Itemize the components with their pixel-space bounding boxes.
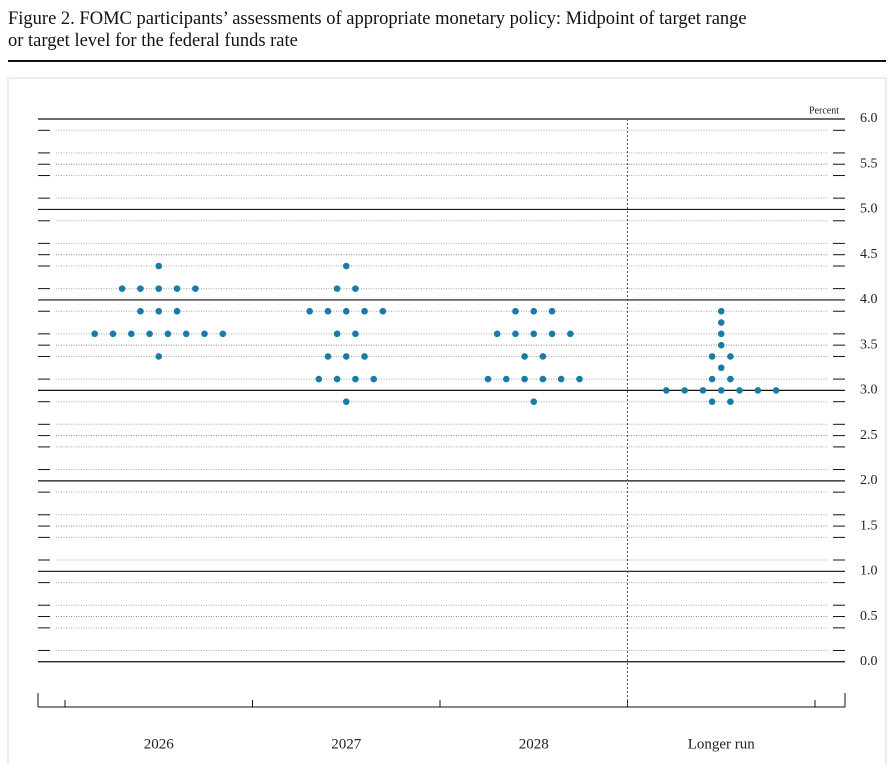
- dot: [324, 353, 332, 360]
- dot: [306, 307, 313, 315]
- dot: [717, 387, 725, 394]
- dot: [182, 330, 190, 338]
- dot: [512, 307, 519, 315]
- y-tick-label: 0.5: [860, 609, 878, 624]
- dot: [772, 387, 780, 394]
- dot: [708, 353, 716, 360]
- dot: [727, 375, 734, 383]
- dot: [521, 353, 528, 360]
- dot: [727, 353, 734, 360]
- dot: [736, 387, 743, 394]
- title-line: or target level for the federal funds ra…: [8, 31, 298, 51]
- dot: [530, 307, 538, 315]
- dot: [484, 375, 492, 383]
- dot: [503, 375, 510, 383]
- dot: [173, 285, 181, 292]
- y-tick-label: 5.0: [860, 202, 878, 217]
- dot: [333, 375, 341, 383]
- y-tick-label: 3.0: [860, 383, 878, 398]
- y-tick-label: 5.5: [860, 156, 878, 171]
- unit-label: Percent: [809, 105, 839, 116]
- dot: [109, 330, 117, 338]
- dot: [352, 285, 359, 292]
- title-line: Figure 2. FOMC participants’ assessments…: [8, 9, 747, 29]
- dot: [155, 353, 163, 360]
- dot: [681, 387, 688, 394]
- dot: [173, 307, 181, 315]
- y-tick-label: 2.0: [860, 473, 878, 488]
- dot: [155, 262, 163, 270]
- dot: [315, 375, 323, 383]
- dot: [342, 307, 350, 315]
- dot: [361, 353, 368, 360]
- y-tick-label: 1.0: [860, 564, 878, 579]
- dot: [361, 307, 368, 315]
- dot: [717, 307, 725, 315]
- dot: [333, 285, 341, 292]
- dot: [379, 307, 387, 315]
- dot: [91, 330, 98, 338]
- dot: [219, 330, 227, 338]
- dot: [708, 398, 716, 405]
- dot: [717, 364, 725, 372]
- dot: [727, 398, 734, 405]
- y-tick-label: 2.5: [860, 428, 878, 443]
- dot: [548, 307, 556, 315]
- y-tick-label: 1.5: [860, 518, 878, 533]
- chart-title: Figure 2. FOMC participants’ assessments…: [8, 8, 747, 52]
- x-tick-label: Longer run: [688, 736, 756, 752]
- dot: [708, 375, 716, 383]
- dot: [352, 330, 359, 338]
- dot: [164, 330, 172, 338]
- dot: [128, 330, 135, 338]
- dot: [137, 307, 144, 315]
- dot: [663, 387, 670, 394]
- dot: [342, 353, 350, 360]
- dot: [530, 398, 538, 405]
- frame: [7, 77, 887, 765]
- x-tick-label: 2028: [519, 736, 549, 752]
- dot: [118, 285, 126, 292]
- dot: [557, 375, 565, 383]
- dot: [699, 387, 707, 394]
- x-tick-label: 2027: [331, 736, 362, 752]
- dot: [530, 330, 538, 338]
- dot: [192, 285, 199, 292]
- y-tick-label: 6.0: [860, 111, 878, 126]
- dot: [137, 285, 144, 292]
- dot: [539, 353, 547, 360]
- dot: [567, 330, 574, 338]
- y-tick-label: 3.5: [860, 337, 878, 352]
- dot: [493, 330, 501, 338]
- dot: [342, 262, 350, 270]
- dot: [201, 330, 208, 338]
- y-tick-label: 4.0: [860, 292, 878, 307]
- dot: [576, 375, 583, 383]
- dot: [717, 341, 725, 349]
- dot: [754, 387, 762, 394]
- dot: [717, 330, 725, 338]
- dot: [512, 330, 519, 338]
- dot: [717, 319, 725, 326]
- dot: [342, 398, 350, 405]
- y-tick-label: 4.5: [860, 247, 878, 262]
- dot: [155, 307, 163, 315]
- dot: [155, 285, 163, 292]
- dot: [548, 330, 556, 338]
- y-tick-label: 0.0: [860, 654, 878, 669]
- dot: [370, 375, 378, 383]
- dot: [146, 330, 153, 338]
- dot: [333, 330, 341, 338]
- x-tick-label: 2026: [144, 736, 175, 752]
- dot: [521, 375, 528, 383]
- dot: [352, 375, 359, 383]
- dot: [539, 375, 547, 383]
- dot: [324, 307, 332, 315]
